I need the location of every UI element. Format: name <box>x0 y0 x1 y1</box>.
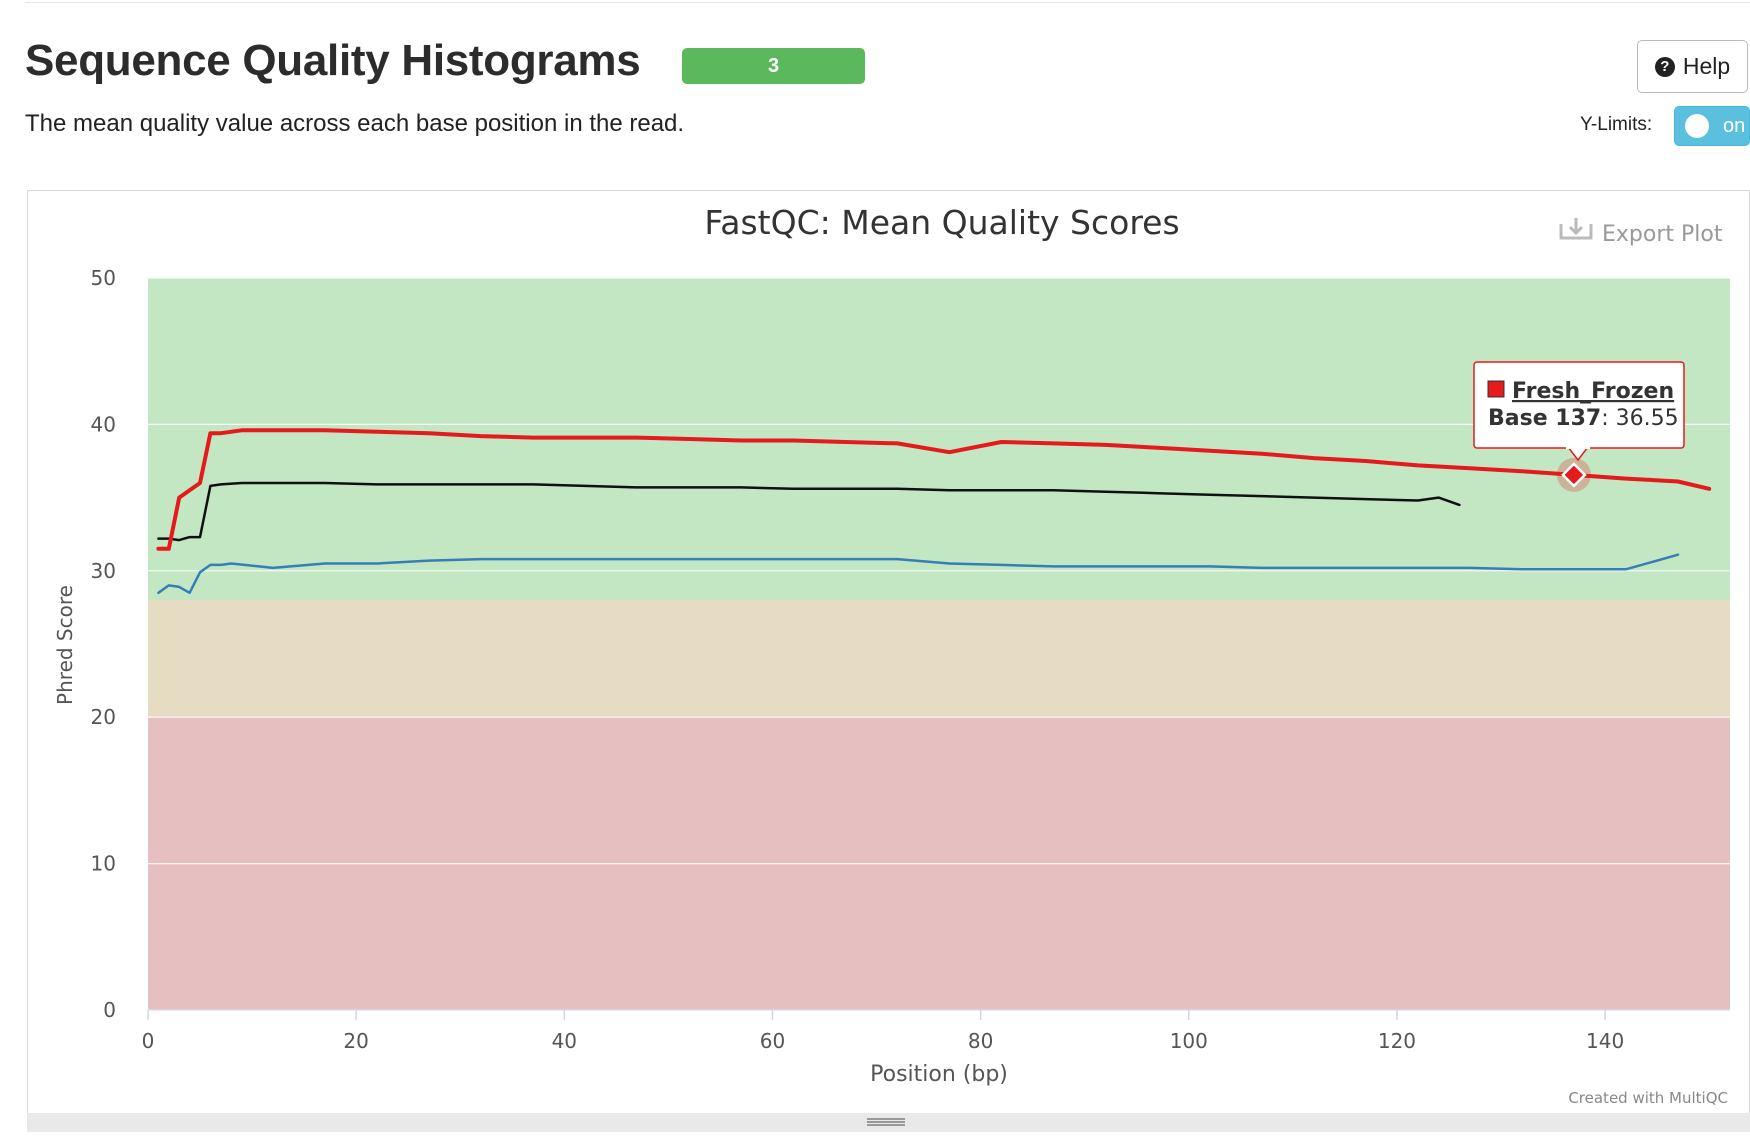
x-tick-label: 40 <box>552 1029 577 1053</box>
quality-band <box>148 600 1730 718</box>
section-title: Sequence Quality Histograms <box>25 36 641 85</box>
x-tick-label: 100 <box>1170 1029 1208 1053</box>
tooltip-legend-swatch <box>1487 380 1505 398</box>
series-line[interactable] <box>157 553 1680 595</box>
y-tick-label: 50 <box>91 266 116 290</box>
tooltip-box <box>1473 361 1685 449</box>
series-line[interactable] <box>156 428 1712 551</box>
x-tick-label: 80 <box>968 1029 993 1053</box>
x-axis-label: Position (bp) <box>870 1062 1008 1087</box>
help-button-label: Help <box>1682 53 1731 79</box>
export-plot-label: Export Plot <box>1602 222 1723 247</box>
help-button[interactable]: ? Help <box>1637 40 1748 93</box>
multiqc-credit: Created with MultiQC <box>1568 1089 1728 1107</box>
grid-lines <box>148 277 1730 1011</box>
x-tick-label: 140 <box>1586 1029 1624 1053</box>
x-tick-label: 60 <box>760 1029 785 1053</box>
x-tick-label: 20 <box>343 1029 368 1053</box>
hover-tooltip: Fresh_Frozen Base 137: 36.55 <box>1473 361 1685 462</box>
section-description: The mean quality value across each base … <box>25 110 685 137</box>
chart-title: FastQC: Mean Quality Scores <box>704 203 1179 242</box>
quality-bands <box>148 278 1730 1010</box>
x-tick-label: 120 <box>1378 1029 1416 1053</box>
toggle-label: on <box>1723 114 1746 137</box>
axes: 0 10 20 30 40 50 0 20 40 60 80 100 120 140 <box>91 266 1730 1053</box>
quality-band <box>148 278 1730 601</box>
status-badge[interactable]: 3 <box>682 48 865 84</box>
export-plot-button[interactable]: Export Plot <box>1559 218 1723 247</box>
series-lines <box>156 428 1712 595</box>
top-divider <box>25 2 1750 3</box>
help-icon: ? <box>1654 56 1675 77</box>
ylimits-toggle[interactable]: on <box>1674 106 1750 146</box>
tooltip-value: 36.55 <box>1616 406 1679 431</box>
y-tick-label: 40 <box>91 412 116 436</box>
y-tick-label: 20 <box>91 705 116 729</box>
x-tick-label: 0 <box>142 1029 155 1053</box>
tooltip-value-line: Base 137: 36.55 <box>1488 406 1679 431</box>
series-line[interactable] <box>157 481 1461 542</box>
tooltip-series-name: Fresh_Frozen <box>1512 379 1674 404</box>
hover-marker[interactable] <box>1561 462 1587 488</box>
resize-handle-icon[interactable] <box>867 1118 905 1126</box>
toggle-knob <box>1685 114 1709 138</box>
export-icon <box>1559 218 1593 240</box>
y-tick-label: 10 <box>91 852 116 876</box>
ylimits-label: Y-Limits: <box>1580 114 1653 135</box>
y-tick-label: 30 <box>91 559 116 583</box>
tooltip-base-label: Base 137 <box>1488 406 1601 431</box>
y-tick-label: 0 <box>103 998 116 1022</box>
y-axis-label: Phred Score <box>53 585 77 705</box>
